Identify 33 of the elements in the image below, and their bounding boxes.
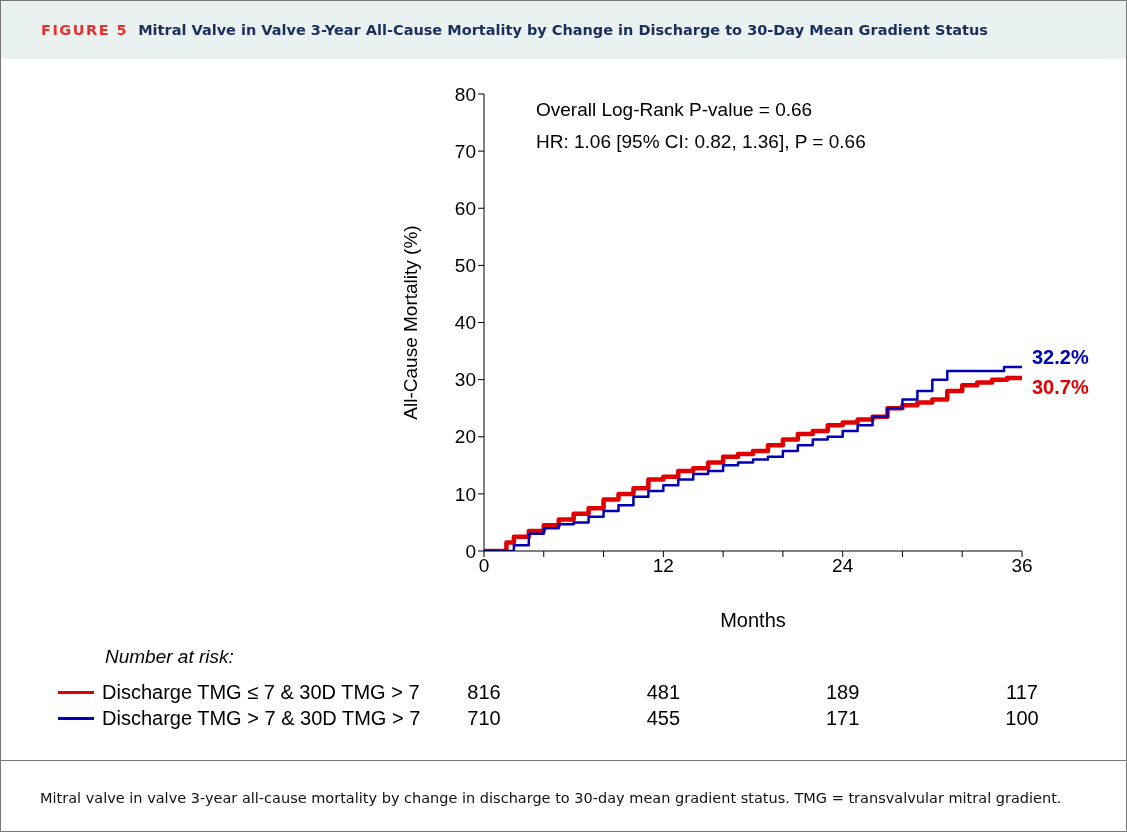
y-tick-label: 60 (454, 197, 476, 219)
text: 100 (1004, 707, 1040, 730)
annotation: Overall Log-Rank P-value = 0.66 (536, 98, 814, 122)
y-tick-label: 50 (454, 255, 476, 277)
text: Number at risk: (105, 646, 234, 668)
legend-label: Discharge TMG > 7 & 30D TMG > 7 (102, 707, 421, 730)
text: FIGURE 5 (41, 22, 129, 38)
y-tick-label: 70 (454, 140, 476, 162)
text: 710 (466, 707, 502, 730)
text: 455 (645, 707, 681, 730)
text: 117 (1005, 681, 1039, 704)
x-tick-label: 0 (478, 555, 490, 577)
x-tick-label: 24 (832, 555, 854, 577)
legend-label: Discharge TMG ≤ 7 & 30D TMG > 7 (102, 681, 420, 704)
data-label: 32.2% (1032, 346, 1089, 369)
data-label: 30.7% (1032, 375, 1089, 398)
y-tick-label: 10 (454, 483, 476, 505)
y-tick-label: 80 (454, 83, 476, 105)
y-tick-label: 20 (454, 426, 476, 448)
annotation: HR: 1.06 [95% CI: 0.82, 1.36], P = 0.66 (536, 130, 866, 154)
x-tick-label: 36 (1011, 555, 1033, 577)
y-tick-label: 40 (454, 312, 476, 334)
y-tick-label: 30 (454, 369, 476, 391)
text: 171 (824, 707, 861, 730)
y-tick-label: 0 (465, 540, 476, 562)
x-axis-title: Months (720, 609, 786, 631)
text: Mitral valve in valve 3-year all-cause mortality by change in discharge to 30-day mean gradient status. TMG = transvalvular mitral gradient. (40, 790, 1062, 806)
chart-title: Mitral Valve in Valve 3-Year All-Cause Mortality by Change in Discharge to 30-Day Mean Gradient Status (138, 22, 988, 38)
text: 816 (466, 681, 502, 704)
text: 481 (645, 681, 681, 704)
text: 189 (824, 681, 861, 704)
x-tick-label: 12 (652, 555, 674, 577)
y-axis-title: All-Cause Mortality (%) (399, 225, 421, 420)
